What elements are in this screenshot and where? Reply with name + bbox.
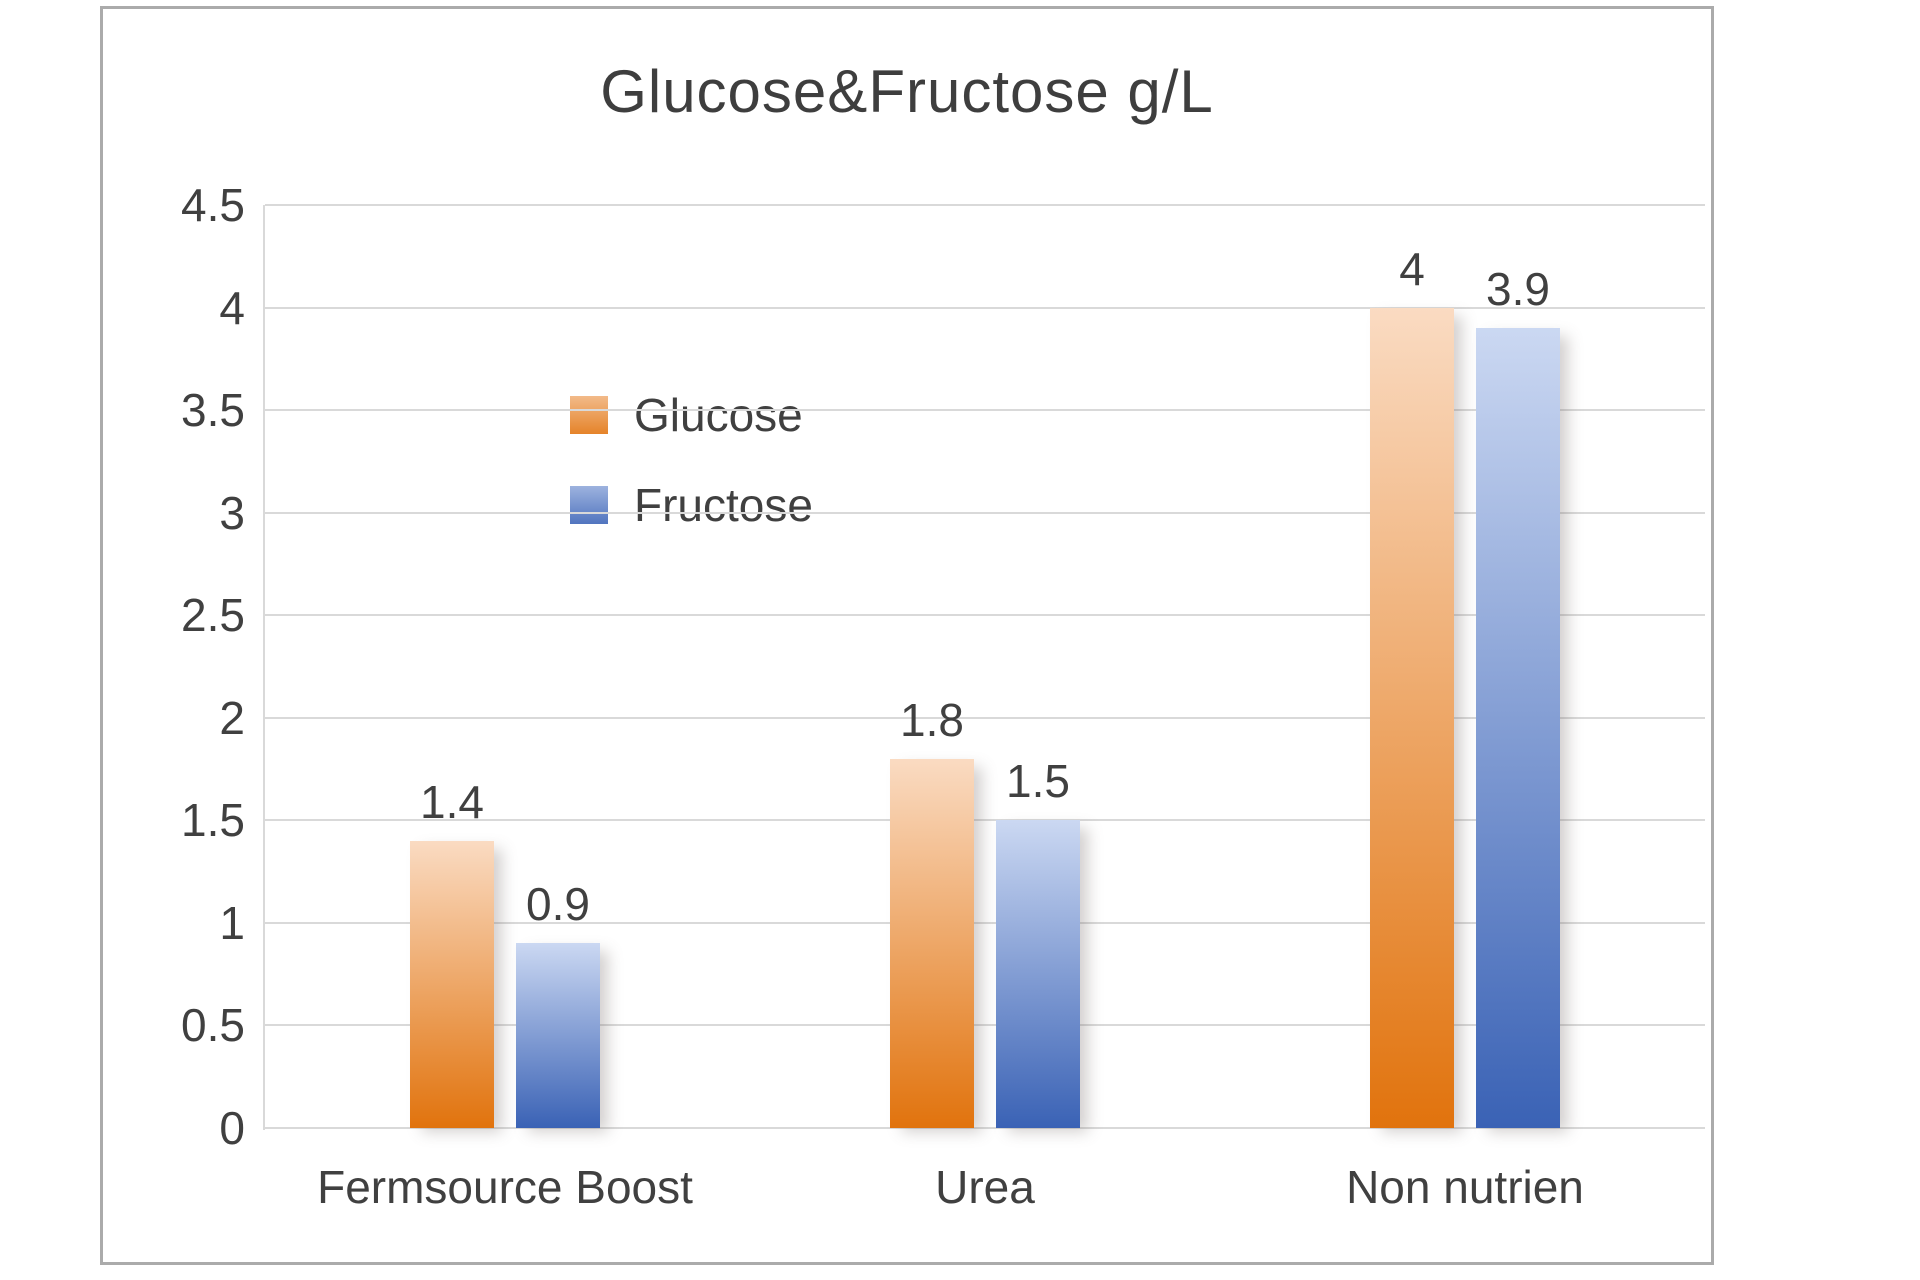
- data-label: 1.4: [420, 776, 484, 828]
- legend-item-glucose: Glucose: [570, 388, 813, 442]
- gridline: [265, 716, 1705, 719]
- chart-title: Glucose&Fructose g/L: [600, 58, 1214, 125]
- y-axis-tick-label: 4.5: [181, 179, 245, 231]
- gridline: [265, 1024, 1705, 1027]
- bar-fructose: [996, 820, 1080, 1128]
- x-axis-category-label: Non nutrien: [1346, 1161, 1584, 1213]
- y-axis-tick-label: 1.5: [181, 794, 245, 847]
- gridline: [265, 511, 1705, 514]
- data-label: 0.9: [526, 878, 590, 930]
- y-axis-tick-label: 0.5: [181, 999, 245, 1052]
- bar-glucose: [890, 759, 974, 1128]
- chart-frame: Glucose&Fructose g/L Glucose Fructose 0 0.…: [100, 6, 1714, 1265]
- data-label: 3.9: [1486, 263, 1550, 315]
- y-axis-tick-label: 2: [219, 691, 245, 744]
- legend: Glucose Fructose: [570, 388, 813, 568]
- y-axis-tick-label: 3.5: [181, 384, 245, 437]
- bar-glucose: [410, 841, 494, 1128]
- gridline: [265, 204, 1705, 206]
- y-axis-line: [263, 205, 265, 1130]
- y-axis-tick-label: 3: [219, 486, 245, 539]
- gridline: [265, 614, 1705, 617]
- legend-label: Fructose: [634, 479, 813, 531]
- legend-label: Glucose: [634, 389, 803, 441]
- gridline: [265, 306, 1705, 309]
- x-axis-category-label: Urea: [935, 1161, 1035, 1213]
- y-axis-tick-label: 4: [219, 281, 245, 334]
- data-label: 1.8: [900, 694, 964, 746]
- bar-fructose: [516, 943, 600, 1128]
- legend-swatch-fructose: [570, 486, 608, 524]
- gridline: [265, 409, 1705, 412]
- legend-swatch-glucose: [570, 396, 608, 434]
- legend-item-fructose: Fructose: [570, 478, 813, 532]
- data-label: 4: [1399, 243, 1425, 295]
- gridline: [265, 1127, 1705, 1129]
- x-axis-category-label: Fermsource Boost: [317, 1161, 693, 1213]
- gridline: [265, 921, 1705, 924]
- gridline: [265, 819, 1705, 822]
- y-axis-tick-label: 0: [219, 1102, 245, 1154]
- data-label: 1.5: [1006, 755, 1070, 807]
- bar-glucose: [1370, 308, 1454, 1128]
- y-axis-tick-label: 2.5: [181, 589, 245, 642]
- bar-fructose: [1476, 328, 1560, 1128]
- y-axis-tick-label: 1: [219, 896, 245, 949]
